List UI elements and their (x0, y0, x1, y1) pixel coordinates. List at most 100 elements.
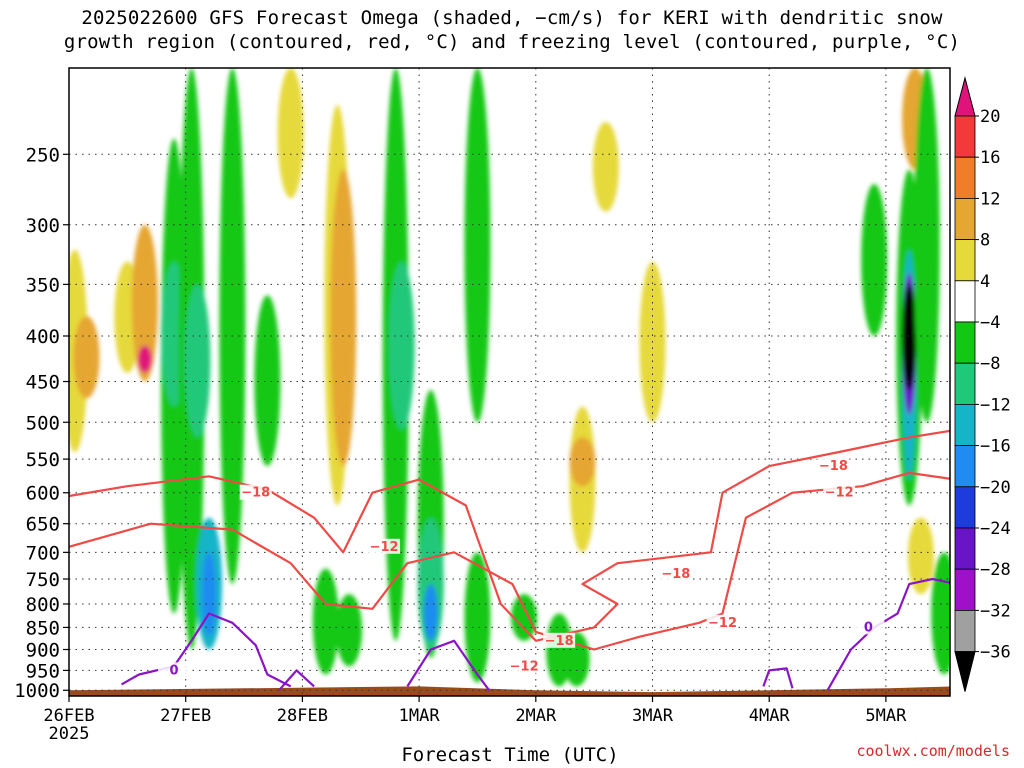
y-tick-label: 900 (26, 640, 60, 662)
colorbar-legend: 20 16 12 8 4 −4 −8 −12 −16 −20 −24 −28 −32 −36 (954, 76, 1011, 692)
dgz-contour-label: −12 (370, 540, 399, 555)
freezing-contour-label: 0 (170, 663, 179, 678)
omega-region (913, 68, 940, 423)
y-tick-label: 400 (26, 326, 60, 348)
freezing-contour-label-bg (852, 619, 885, 635)
omega-region (219, 68, 246, 585)
y-tick-label: 450 (26, 372, 60, 394)
colorbar-segment (954, 362, 976, 405)
colorbar-label: −8 (980, 354, 1000, 374)
omega-region (137, 345, 152, 373)
x-tick-label: 1MAR (399, 706, 441, 726)
freezing-contour-line (120, 612, 292, 688)
colorbar-label: −12 (980, 395, 1011, 415)
dgz-contour-label-bg (508, 658, 541, 674)
dgz-contour-label: −12 (510, 659, 539, 674)
dgz-contour-label: −18 (545, 634, 574, 649)
omega-region (202, 552, 217, 637)
y-tick-label: 250 (26, 144, 60, 166)
colorbar-cap-top (954, 76, 976, 117)
omega-region (184, 284, 211, 438)
omega-region (254, 295, 281, 467)
y-tick-label: 600 (26, 483, 60, 505)
omega-region (511, 594, 538, 641)
dgz-contour-line (69, 471, 950, 651)
chart-title-line-2: growth region (contoured, red, °C) and f… (63, 31, 961, 53)
y-tick-label: 550 (26, 449, 60, 471)
colorbar-segment (954, 280, 976, 323)
y-tick-label: 800 (26, 594, 60, 616)
dgz-contour-label: −18 (819, 459, 848, 474)
freezing-contour-line (762, 667, 794, 689)
omega-region (73, 316, 100, 399)
y-tick-label: 500 (26, 412, 60, 434)
freezing-level-contours: 00 (120, 577, 950, 691)
omega-region (423, 584, 438, 641)
omega-region (592, 122, 619, 212)
dgz-contour-label: −12 (825, 486, 854, 501)
terrain-fill (69, 686, 950, 696)
dgz-contour-label: −12 (708, 616, 737, 631)
omega-region (931, 552, 950, 675)
colorbar-segment (954, 156, 976, 199)
omega-region (388, 261, 415, 430)
omega-shading (69, 68, 950, 687)
colorbar-segment (954, 527, 976, 570)
dgz-contour-label-bg (817, 458, 850, 474)
colorbar-label: −20 (980, 478, 1011, 498)
colorbar-label: −4 (980, 313, 1000, 333)
dgz-contour-label-bg (543, 632, 576, 648)
x-tick-label: 5MAR (865, 706, 907, 726)
y-tick-label: 350 (26, 274, 60, 296)
x-tick-label: 28FEB (277, 706, 328, 726)
omega-region (464, 68, 491, 423)
x-tick-label: 26FEB (43, 706, 94, 726)
colorbar-label: 8 (980, 231, 990, 251)
freezing-contour-line (278, 669, 315, 691)
y-tick-label: 850 (26, 617, 60, 639)
colorbar-segment (954, 445, 976, 488)
x-tick-label: 3MAR (632, 706, 674, 726)
x-tick-label: 4MAR (749, 706, 791, 726)
colorbar-segment (954, 239, 976, 282)
y-tick-label: 650 (26, 514, 60, 536)
dgz-contours: −18 −12 −12 −18 −18 −12 −18 −12 (69, 429, 950, 674)
colorbar-label: −16 (980, 437, 1011, 457)
grid-lines (69, 68, 950, 696)
y-tick-label: 700 (26, 542, 60, 564)
colorbar-cap-bottom (954, 651, 976, 692)
colorbar-label: 16 (980, 148, 1000, 168)
plot-area: −18−12−12−18−18−12−18−12 00 (68, 67, 951, 697)
omega-region (464, 552, 491, 683)
colorbar-segment (954, 568, 976, 611)
dgz-contour-label-bg (368, 538, 401, 554)
omega-region (907, 517, 934, 595)
dgz-contour-label-bg (706, 614, 739, 630)
terrain-layer (69, 686, 950, 696)
x-tick-label: 2MAR (515, 706, 557, 726)
y-tick-label: 950 (26, 660, 60, 682)
colorbar-segment (954, 115, 976, 158)
colorbar-segment (954, 486, 976, 529)
colorbar-label: −32 (980, 601, 1011, 621)
colorbar-segment (954, 403, 976, 446)
omega-region (902, 284, 917, 391)
colorbar-label: 4 (980, 272, 990, 292)
omega-region (131, 224, 158, 382)
x-tick-label: 27FEB (160, 706, 211, 726)
x-axis-label: Forecast Time (UTC) (401, 744, 619, 766)
source-credit: coolwx.com/models (856, 742, 1010, 760)
colorbar-label: 20 (980, 107, 1000, 127)
dgz-contour-label: −18 (661, 567, 690, 582)
y-axis: 2503003504004505005506006507007508008509… (14, 144, 69, 702)
y-tick-label: 1000 (14, 680, 60, 702)
freezing-contour-label: 0 (864, 620, 873, 635)
freezing-contour-line (406, 639, 490, 691)
dgz-contour-label: −18 (241, 486, 270, 501)
colorbar-label: 12 (980, 189, 1000, 209)
y-tick-label: 300 (26, 215, 60, 237)
omega-region (336, 594, 363, 667)
dgz-contour-label-bg (823, 484, 856, 500)
